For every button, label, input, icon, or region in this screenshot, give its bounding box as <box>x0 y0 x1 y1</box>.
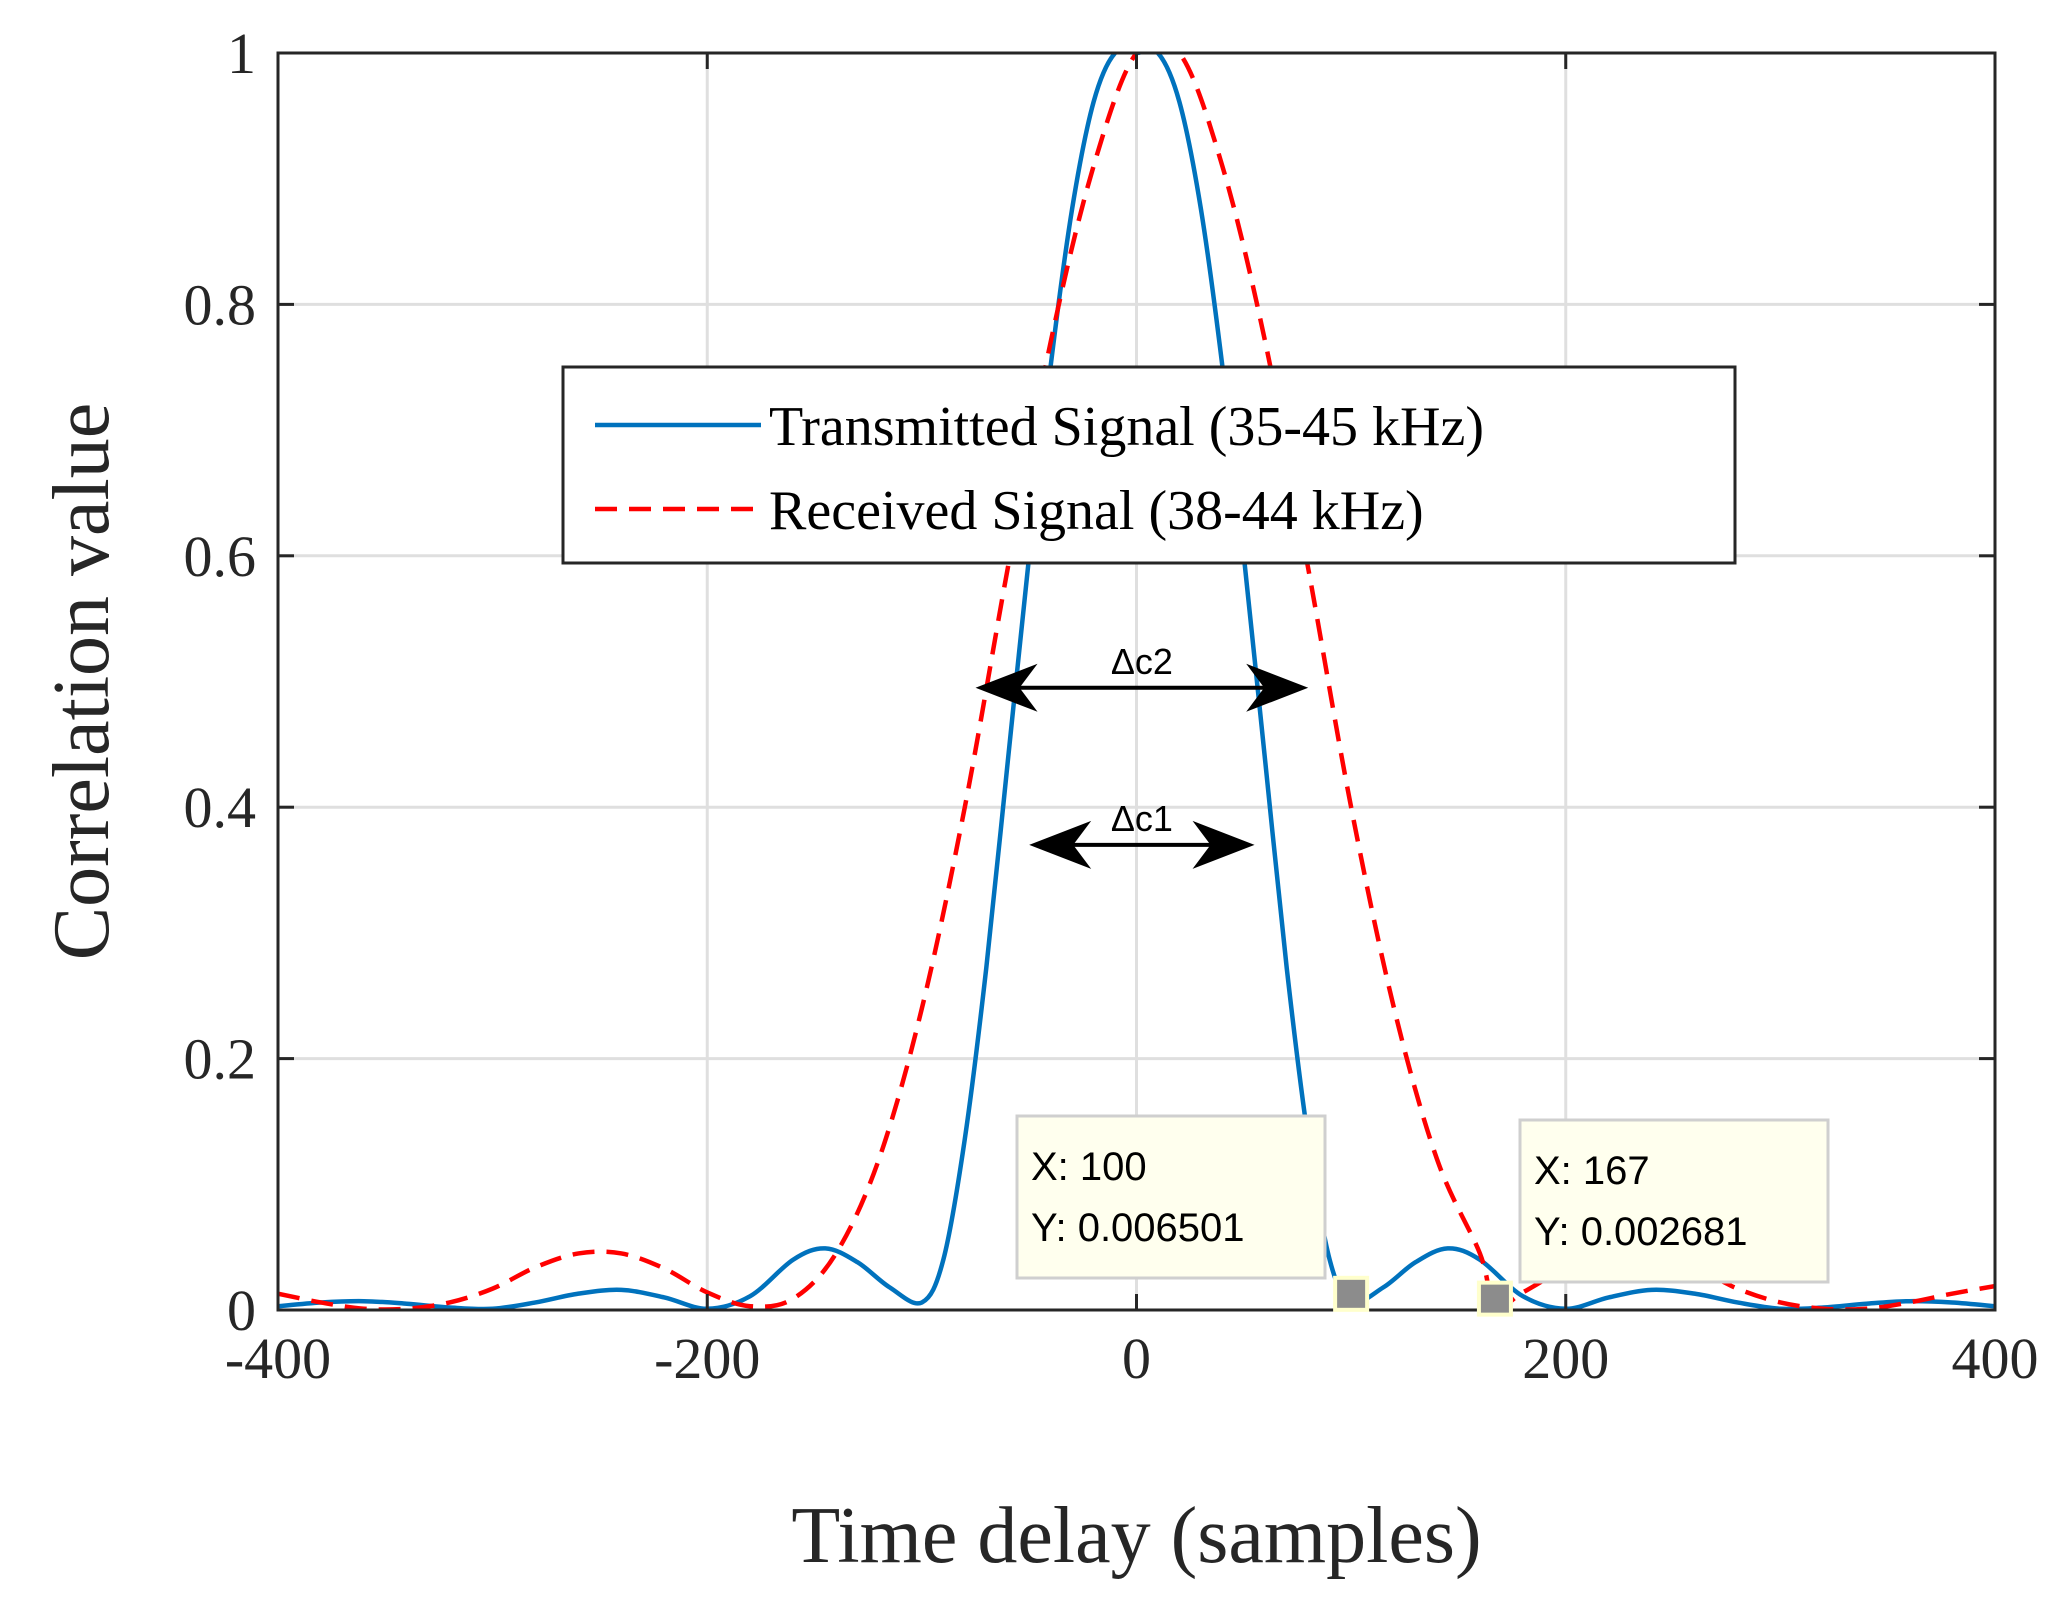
datatip-box <box>1518 1118 1830 1284</box>
x-tick-label: 400 <box>1952 1326 2039 1391</box>
annotations: Δc2 Δc1 <box>975 641 1309 869</box>
legend-item[interactable]: Received Signal (38-44 kHz) <box>595 480 1424 542</box>
legend-label: Transmitted Signal (35-45 kHz) <box>769 396 1484 458</box>
datatip-y-value: Y: 0.002681 <box>1534 1210 1748 1254</box>
annotation-arrowhead-left <box>975 663 1038 712</box>
annotation-arrow-Δc1: Δc1 <box>1029 798 1255 869</box>
ticks <box>276 51 1997 1312</box>
x-tick-label: 0 <box>1122 1326 1151 1391</box>
series-line-received <box>278 53 1995 1310</box>
annotation-arrowhead-right <box>1246 663 1309 712</box>
datatip-marker[interactable] <box>1476 1280 1513 1317</box>
datatip[interactable]: X: 100 Y: 0.006501 <box>1015 1114 1370 1312</box>
annotation-arrow-Δc2: Δc2 <box>975 641 1309 712</box>
y-tick-label: 0 <box>227 1278 256 1343</box>
legend-box <box>561 365 1737 565</box>
datatip[interactable]: X: 167 Y: 0.002681 <box>1476 1118 1830 1317</box>
annotation-arrowhead-right <box>1192 820 1255 869</box>
annotation-label: Δc1 <box>1111 798 1173 839</box>
tick-labels: -400 -200 0 200 400 0 0.2 0.4 0.6 0.8 1 <box>184 21 2039 1391</box>
y-axis-title: Correlation value <box>38 403 126 961</box>
legend-label: Received Signal (38-44 kHz) <box>769 480 1424 542</box>
datatip-marker[interactable] <box>1333 1275 1370 1312</box>
x-tick-label: -200 <box>654 1326 760 1391</box>
x-tick-label: -400 <box>225 1326 331 1391</box>
y-tick-label: 0.8 <box>184 272 257 337</box>
x-axis-title: Time delay (samples) <box>791 1492 1481 1580</box>
datatip-x-value: X: 167 <box>1534 1149 1650 1193</box>
y-tick-label: 1 <box>227 21 256 86</box>
datatip-box <box>1015 1114 1327 1280</box>
y-tick-label: 0.2 <box>184 1027 257 1092</box>
annotation-arrowhead-left <box>1029 820 1092 869</box>
y-tick-label: 0.6 <box>184 524 257 589</box>
x-tick-label: 200 <box>1522 1326 1609 1391</box>
datatip-y-value: Y: 0.006501 <box>1031 1206 1245 1250</box>
datatip-x-value: X: 100 <box>1031 1145 1147 1189</box>
datatips[interactable]: X: 100 Y: 0.006501 X: 167 Y: 0.002681 <box>1015 1114 1830 1317</box>
y-tick-label: 0.4 <box>184 775 257 840</box>
legend[interactable]: Transmitted Signal (35-45 kHz) Received S… <box>561 365 1737 565</box>
annotation-label: Δc2 <box>1111 641 1173 682</box>
legend-item[interactable]: Transmitted Signal (35-45 kHz) <box>595 396 1484 458</box>
